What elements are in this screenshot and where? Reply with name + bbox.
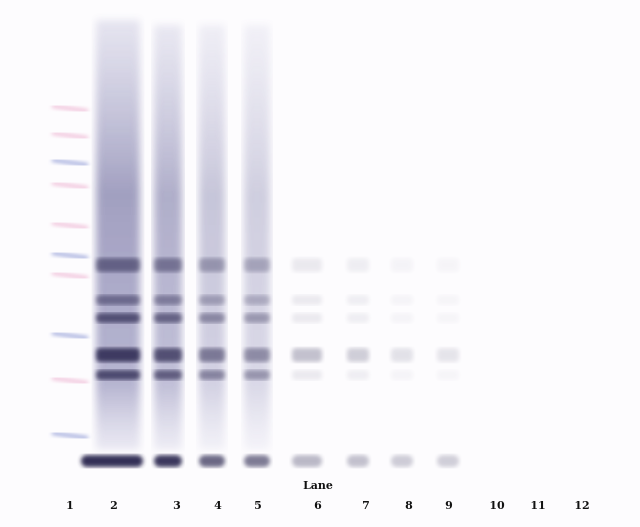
protein-band [391,258,413,272]
protein-band [391,313,413,323]
protein-band [154,370,182,380]
protein-band [96,295,140,305]
protein-band [199,313,225,323]
smear [154,25,182,450]
lane-label-12: 12 [574,499,590,512]
lane-label-9: 9 [445,499,453,512]
protein-band [391,295,413,305]
protein-band [437,313,459,323]
lane-label-1: 1 [66,499,74,512]
lane-7 [347,258,369,467]
lane-8 [391,258,413,467]
lane-3 [154,25,182,467]
protein-band [244,295,270,305]
protein-band [96,258,140,272]
marker-band [51,181,89,190]
protein-band [96,313,140,323]
main-protein-band [347,455,369,467]
lane-label-10: 10 [489,499,505,512]
marker-band [51,271,89,280]
lane-4 [199,25,225,467]
protein-band [154,348,182,362]
lane-label-11: 11 [530,499,546,512]
lane-label-2: 2 [110,499,118,512]
protein-band [391,348,413,362]
protein-band [154,258,182,272]
lane-2 [81,20,143,467]
lane-label-4: 4 [214,499,222,512]
protein-band [199,295,225,305]
protein-band [292,348,322,362]
marker-band [51,251,89,260]
protein-band [244,348,270,362]
protein-band [347,295,369,305]
lane-label-6: 6 [314,499,322,512]
protein-band [154,295,182,305]
smear [244,25,270,450]
protein-band [96,348,140,362]
protein-band [347,258,369,272]
lane-6 [292,258,322,467]
lane-9 [437,258,459,467]
protein-band [437,258,459,272]
marker-band [51,331,89,340]
protein-band [347,370,369,380]
marker-band [51,221,89,230]
protein-band [96,370,140,380]
protein-band [437,295,459,305]
protein-band [347,313,369,323]
main-protein-band [244,455,270,467]
lane-label-3: 3 [173,499,181,512]
lane-label-7: 7 [362,499,370,512]
protein-band [199,348,225,362]
protein-band [244,370,270,380]
protein-band [154,313,182,323]
protein-band [244,313,270,323]
main-protein-band [391,455,413,467]
protein-band [244,258,270,272]
protein-band [292,258,322,272]
lane-label-8: 8 [405,499,413,512]
marker-band [51,431,89,440]
protein-band [199,258,225,272]
protein-band [292,295,322,305]
smear [199,25,225,450]
main-protein-band [81,455,143,467]
main-protein-band [292,455,322,467]
protein-band [437,370,459,380]
molecular-weight-marker [51,104,89,440]
protein-band [199,370,225,380]
main-protein-band [199,455,225,467]
protein-band [292,313,322,323]
protein-band [391,370,413,380]
protein-band [437,348,459,362]
lane-axis-label: Lane [303,479,333,492]
main-protein-band [154,455,182,467]
marker-band [51,131,89,140]
lane-label-5: 5 [254,499,262,512]
protein-band [347,348,369,362]
smear [96,20,140,450]
protein-band [292,370,322,380]
marker-band [51,158,89,167]
lane-5 [244,25,270,467]
marker-band [51,376,89,385]
marker-band [51,104,89,113]
main-protein-band [437,455,459,467]
